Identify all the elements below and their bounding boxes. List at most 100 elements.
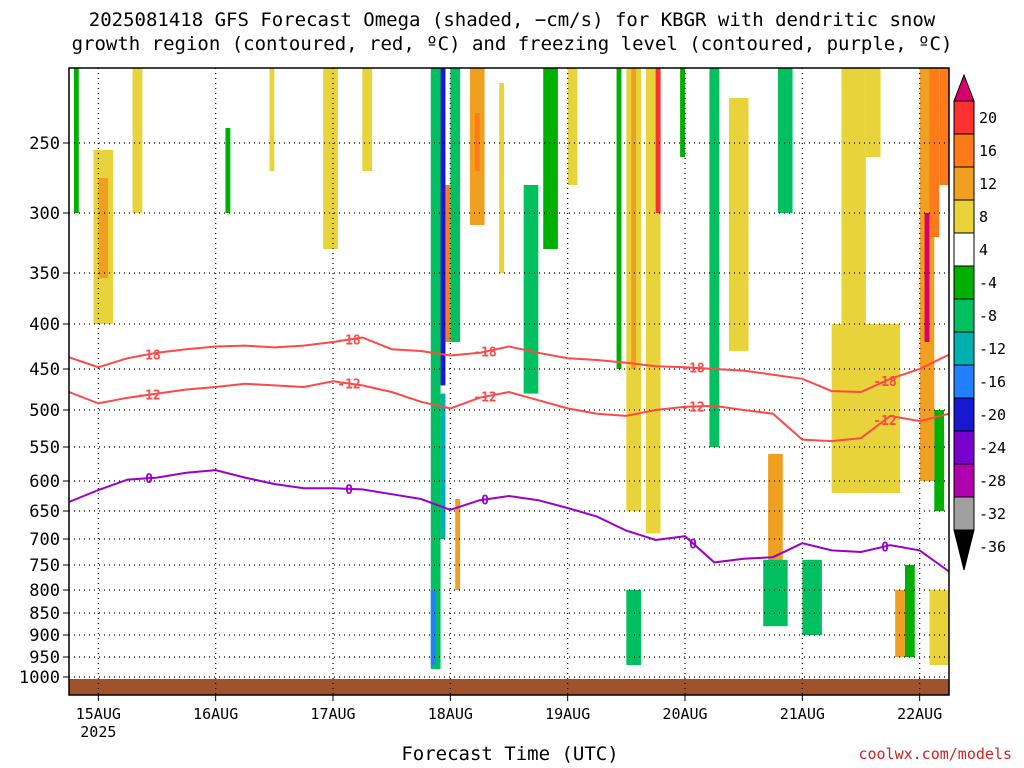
omega-cell	[895, 590, 905, 657]
contour-line	[68, 336, 950, 394]
x-tick-label: 22AUG	[897, 705, 942, 723]
contour-label: -12	[681, 400, 704, 415]
y-tick-label: 550	[29, 438, 60, 458]
y-tick-label: 900	[29, 626, 60, 646]
x-tick-label: 15AUG	[76, 705, 121, 723]
omega-cell	[680, 68, 685, 157]
contour-label: -18	[137, 348, 161, 363]
omega-cell	[631, 68, 637, 369]
omega-cell	[929, 68, 940, 237]
colorbar-label: -8	[979, 307, 997, 325]
omega-cell	[763, 559, 788, 627]
omega-cell	[132, 68, 143, 213]
omega-cell	[430, 590, 436, 665]
omega-cell	[440, 393, 446, 539]
contour-label: -12	[137, 389, 160, 404]
y-tick-label: 650	[29, 502, 60, 522]
colorbar-swatch	[953, 298, 975, 333]
contour-label: 0	[345, 483, 353, 498]
omega-cell	[567, 68, 578, 185]
colorbar-swatch	[953, 199, 975, 234]
omega-cell	[98, 178, 109, 279]
omega-cell	[905, 565, 915, 657]
omega-cell	[802, 559, 822, 635]
omega-cell	[768, 453, 783, 580]
colorbar-label: 16	[979, 142, 997, 160]
y-tick-label: 1000	[19, 668, 60, 688]
omega-cell	[934, 410, 945, 511]
x-tick-label: 21AUG	[780, 705, 825, 723]
omega-cell	[440, 68, 446, 386]
omega-cell	[455, 499, 461, 590]
colorbar-swatch	[953, 265, 975, 300]
y-tick-label: 750	[29, 556, 60, 576]
colorbar-bottom-arrow	[953, 529, 975, 571]
colorbar-swatch	[953, 331, 975, 366]
omega-cell	[865, 68, 881, 157]
colorbar-label: -4	[979, 274, 997, 292]
omega-cell	[777, 68, 793, 213]
contour-line	[68, 469, 950, 573]
y-tick-label: 950	[29, 648, 60, 668]
omega-cell	[929, 590, 949, 665]
colorbar-label: -20	[979, 406, 1006, 424]
y-tick-label: 250	[29, 134, 60, 154]
x-tick-label: 16AUG	[193, 705, 238, 723]
contour-label: 0	[689, 537, 697, 552]
y-tick-label: 700	[29, 530, 60, 550]
y-tick-label: 450	[29, 360, 60, 380]
chart-title-line-2: growth region (contoured, red, ºC) and f…	[71, 33, 953, 55]
colorbar-label: -12	[979, 340, 1006, 358]
colorbar-label: 20	[979, 109, 997, 127]
omega-cell	[709, 68, 720, 447]
source-credit[interactable]: coolwx.com/models	[858, 745, 1012, 763]
colorbar-label: -24	[979, 439, 1006, 457]
ground-band	[69, 679, 949, 695]
colorbar-swatch	[953, 397, 975, 432]
colorbar-label: 8	[979, 208, 988, 226]
y-tick-label: 800	[29, 581, 60, 601]
colorbar-label: -28	[979, 472, 1006, 490]
omega-cell	[655, 68, 661, 213]
omega-cell	[73, 68, 79, 213]
omega-cell	[543, 68, 558, 249]
contour-label: -12	[337, 378, 360, 393]
contour-label: 0	[881, 540, 889, 555]
y-tick-label: 300	[29, 204, 60, 224]
plot-frame	[68, 67, 950, 696]
colorbar-swatch	[953, 133, 975, 168]
x-tick-label: 17AUG	[310, 705, 355, 723]
omega-cell	[499, 83, 505, 273]
colorbar-swatch	[953, 463, 975, 498]
colorbar-label: -36	[979, 538, 1006, 556]
x-tick-label: 19AUG	[545, 705, 590, 723]
colorbar-swatch	[953, 430, 975, 465]
y-tick-label: 850	[29, 604, 60, 624]
contour-label: -18	[681, 362, 705, 377]
x-tick-label: 20AUG	[662, 705, 707, 723]
omega-cell	[729, 98, 749, 351]
contour-label: -12	[873, 414, 896, 429]
y-tick-label: 400	[29, 315, 60, 335]
omega-cell	[523, 185, 539, 394]
omega-cell	[616, 68, 622, 369]
y-tick-label: 350	[29, 264, 60, 284]
omega-cell	[841, 68, 866, 324]
contour-label: -12	[473, 391, 496, 406]
omega-cell	[430, 68, 441, 669]
omega-cell	[225, 128, 231, 213]
colorbar-label: -32	[979, 505, 1006, 523]
x-tick-sublabel: 2025	[80, 723, 116, 741]
x-tick-label: 18AUG	[428, 705, 473, 723]
colorbar-swatch	[953, 496, 975, 531]
omega-cell	[474, 113, 480, 171]
omega-cell	[323, 68, 338, 249]
contour-line	[68, 380, 950, 443]
omega-cell	[445, 185, 451, 342]
omega-cell	[362, 68, 373, 171]
omega-cell	[269, 68, 275, 171]
x-axis-title: Forecast Time (UTC)	[401, 743, 619, 765]
omega-cell	[939, 68, 949, 185]
omega-cell	[450, 68, 461, 342]
